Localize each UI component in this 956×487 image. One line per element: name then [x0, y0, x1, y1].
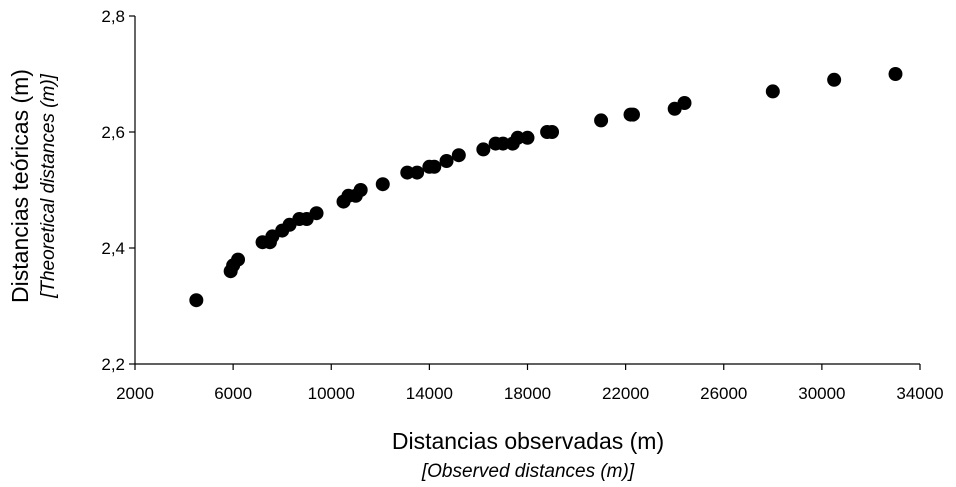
y-ticks: 2,2 2,4 2,6 2,8	[101, 7, 135, 374]
data-point	[827, 72, 842, 87]
data-point	[476, 142, 491, 157]
data-point	[677, 96, 692, 110]
data-point	[594, 113, 609, 128]
data-point	[309, 206, 324, 221]
axes	[134, 16, 920, 365]
data-point	[451, 148, 466, 163]
data-point	[625, 107, 640, 122]
data-point	[545, 125, 560, 139]
data-point	[375, 177, 390, 192]
data-points	[189, 67, 903, 308]
data-point	[400, 165, 415, 180]
data-point	[439, 154, 454, 168]
y-tick-label: 2,6	[101, 123, 125, 142]
data-point	[427, 159, 442, 174]
y-axis-title: Distancias teóricas (m)	[7, 69, 33, 303]
y-axis-subtitle: [Theoretical distances (m)]	[38, 73, 59, 299]
data-point	[353, 183, 368, 197]
x-tick-label: 14000	[406, 384, 453, 403]
data-point	[495, 136, 510, 151]
y-tick-label: 2,2	[101, 355, 125, 374]
y-tick-label: 2,8	[101, 7, 125, 26]
x-tick-label: 10000	[308, 384, 355, 403]
data-point	[765, 84, 780, 99]
x-tick-label: 18000	[504, 384, 551, 403]
data-point	[510, 130, 525, 145]
x-ticks: 2000 6000 10000 14000 18000 22000 26000 30000 34…	[116, 364, 944, 403]
x-axis-title: Distancias observadas (m)	[392, 428, 664, 454]
x-tick-label: 26000	[700, 384, 747, 403]
data-point	[189, 293, 204, 308]
data-point	[231, 252, 246, 267]
x-tick-label: 22000	[602, 384, 649, 403]
data-point	[888, 67, 903, 81]
x-axis-subtitle: [Observed distances (m)]	[421, 461, 635, 482]
data-point	[410, 165, 425, 180]
data-point	[520, 130, 535, 145]
x-tick-label: 2000	[116, 384, 154, 403]
x-tick-label: 34000	[896, 384, 943, 403]
y-tick-label: 2,4	[101, 239, 125, 258]
x-tick-label: 6000	[214, 384, 252, 403]
x-tick-label: 30000	[798, 384, 845, 403]
